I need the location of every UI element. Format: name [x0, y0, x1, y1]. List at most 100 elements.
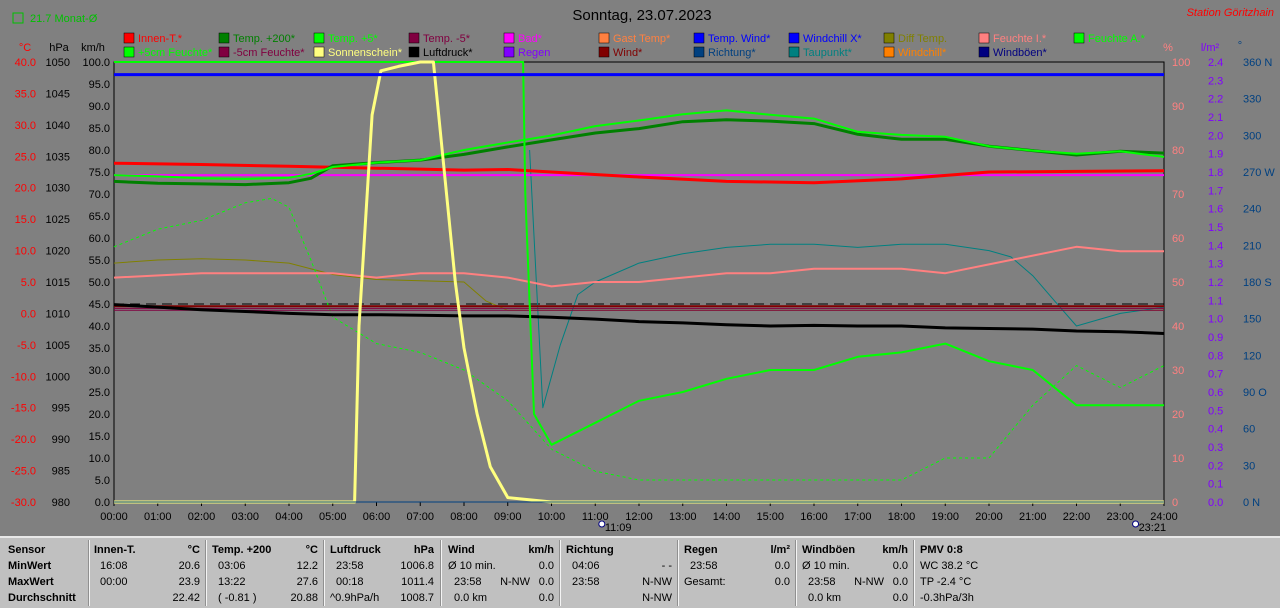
- y-tick-label-direction: 30: [1243, 460, 1255, 472]
- x-tick-label: 24:00: [1150, 511, 1178, 523]
- y-tick-label-direction: 240: [1243, 204, 1261, 216]
- legend-label-innen-t: Innen-T.*: [138, 33, 183, 45]
- y-tick-label-hpa: 1030: [46, 183, 70, 195]
- y-tick-label-percent: 30: [1172, 365, 1184, 377]
- stats-wind-row3-dir: [498, 590, 530, 606]
- stats-wind-unit: km/h: [528, 544, 554, 556]
- stats-windboeen-row2-dir: N-NW: [854, 576, 884, 588]
- legend-label-sonnenschein: Sonnenschein*: [328, 47, 403, 59]
- y-tick-label-percent: 60: [1172, 233, 1184, 245]
- stats-luftdruck-min-value: 1006.8: [400, 560, 434, 572]
- stats-temp200-min-value: 12.2: [296, 560, 318, 572]
- x-tick-label: 00:00: [100, 511, 128, 523]
- stats-pmv-header: PMV 0:8: [920, 544, 963, 556]
- stats-windboeen-col: Windböen km/h Ø 10 min. 0.0 23:58 N-NW 0.0 0…: [802, 542, 908, 606]
- y-tick-label-lm2: 2.1: [1208, 112, 1223, 124]
- y-tick-label-percent: 20: [1172, 409, 1184, 421]
- legend-swatch-feuchte-i: [978, 32, 990, 44]
- legend-swatch-temp-5: [313, 32, 325, 44]
- y-tick-label-kmh: 65.0: [89, 211, 110, 223]
- y-tick-label-direction: 180 S: [1243, 277, 1272, 289]
- y-tick-label-lm2: 2.4: [1208, 57, 1223, 69]
- stats-innen-header: Innen-T.: [94, 544, 136, 556]
- y-tick-label-kmh: 35.0: [89, 343, 110, 355]
- stats-wind-row2-value: 0.0: [538, 576, 554, 588]
- x-tick-label: 19:00: [931, 511, 959, 523]
- stats-richtung-min-value: - -: [661, 560, 672, 572]
- stats-luftdruck-unit: hPa: [413, 544, 434, 556]
- y-tick-label-percent: 0: [1172, 497, 1178, 509]
- y-tick-label-kmh: 95.0: [89, 79, 110, 91]
- y-tick-label-lm2: 2.0: [1208, 130, 1223, 142]
- stats-innen-max-time: 00:00: [100, 576, 128, 588]
- y-tick-label-kmh: 30.0: [89, 365, 110, 377]
- y-tick-label-lm2: 1.4: [1208, 240, 1223, 252]
- y-tick-label-direction: 360 N: [1243, 57, 1272, 69]
- stats-richtung-avg-value: N-NW: [642, 592, 672, 604]
- y-tick-label-percent: 70: [1172, 189, 1184, 201]
- x-tick-label: 13:00: [669, 511, 697, 523]
- y-tick-label-direction: 60: [1243, 424, 1255, 436]
- stats-panel: Sensor MinWert MaxWert Durchschnitt Inne…: [0, 536, 1280, 608]
- stats-regen-max-value: 0.0: [774, 560, 790, 572]
- stats-pmv-col: PMV 0:8 WC 38.2 °C TP -2.4 °C -0.3hPa/3h: [920, 542, 1030, 606]
- y-tick-label-lm2: 0.5: [1208, 405, 1223, 417]
- y-tick-label-celsius: 10.0: [15, 246, 36, 258]
- unit-hpa: hPa: [49, 42, 69, 54]
- x-tick-label: 07:00: [406, 511, 434, 523]
- y-tick-label-celsius: -5.0: [17, 340, 36, 352]
- stats-sensor-header: Sensor: [8, 544, 46, 556]
- legend-swatch-5cm-feuchte: [123, 46, 135, 58]
- unit-celsius: °C: [19, 42, 31, 54]
- stats-row-max: MaxWert: [8, 576, 54, 588]
- stats-temp200-max-value: 27.6: [296, 576, 318, 588]
- event-marker-label: 11:09: [605, 522, 632, 534]
- y-tick-label-hpa: 1005: [46, 340, 70, 352]
- y-tick-label-hpa: 985: [52, 466, 70, 478]
- x-tick-label: 06:00: [363, 511, 391, 523]
- y-tick-label-celsius: -10.0: [11, 371, 36, 383]
- series-line-temp-5: [113, 109, 1165, 180]
- stats-temp200-max-time: 13:22: [218, 576, 246, 588]
- x-tick-label: 15:00: [756, 511, 784, 523]
- y-tick-label-lm2: 0.1: [1208, 479, 1223, 491]
- unit-degree: °: [1238, 40, 1242, 52]
- stats-wind-row3-label: 0.0 km: [454, 592, 488, 604]
- stats-richtung-max-time: 23:58: [572, 576, 600, 588]
- month-avg-icon: [12, 12, 24, 24]
- stats-innen-min-time: 16:08: [100, 560, 128, 572]
- legend-label-bad: Bad*: [518, 33, 543, 45]
- legend-label-temp-5: Temp. -5*: [423, 33, 471, 45]
- y-tick-label-hpa: 1015: [46, 277, 70, 289]
- stats-windboeen-row1-dir: [852, 558, 884, 574]
- y-tick-label-celsius: 30.0: [15, 120, 36, 132]
- x-tick-label: 08:00: [450, 511, 478, 523]
- stats-temp200-avg-value: 20.88: [290, 592, 318, 604]
- month-avg-label: 21.7 Monat-Ø: [30, 13, 98, 25]
- stats-wind-row3-value: 0.0: [538, 592, 554, 604]
- y-tick-label-lm2: 2.2: [1208, 94, 1223, 106]
- y-tick-label-celsius: 15.0: [15, 214, 36, 226]
- stats-richtung-col: Richtung 04:06 - - 23:58 N-NW N-NW: [566, 542, 672, 606]
- y-tick-label-direction: 90 O: [1243, 387, 1267, 399]
- y-tick-label-lm2: 0.3: [1208, 442, 1223, 454]
- chart-svg: Sonntag, 23.07.2023 Station Göritzhain 2…: [10, 7, 1276, 534]
- y-tick-label-kmh: 70.0: [89, 189, 110, 201]
- series-line-5cm-feuchte: [113, 197, 1165, 481]
- y-tick-label-kmh: 80.0: [89, 145, 110, 157]
- event-marker: [598, 520, 606, 528]
- x-tick-label: 12:00: [625, 511, 653, 523]
- legend-label-regen: Regen: [518, 47, 550, 59]
- legend-swatch-bad: [503, 32, 515, 44]
- x-tick-label: 02:00: [188, 511, 216, 523]
- legend-label-5cm-feuchte: -5cm Feuchte*: [233, 47, 305, 59]
- legend-swatch-sonnenschein: [313, 46, 325, 58]
- y-tick-label-celsius: 25.0: [15, 151, 36, 163]
- stats-luftdruck-avg-value: 1008.7: [400, 592, 434, 604]
- stats-row-min: MinWert: [8, 560, 52, 572]
- y-tick-label-direction: 0 N: [1243, 497, 1260, 509]
- weather-chart: Sonntag, 23.07.2023 Station Göritzhain 2…: [10, 7, 1276, 534]
- y-tick-label-hpa: 1035: [46, 151, 70, 163]
- y-tick-label-hpa: 1025: [46, 214, 70, 226]
- x-tick-label: 14:00: [713, 511, 741, 523]
